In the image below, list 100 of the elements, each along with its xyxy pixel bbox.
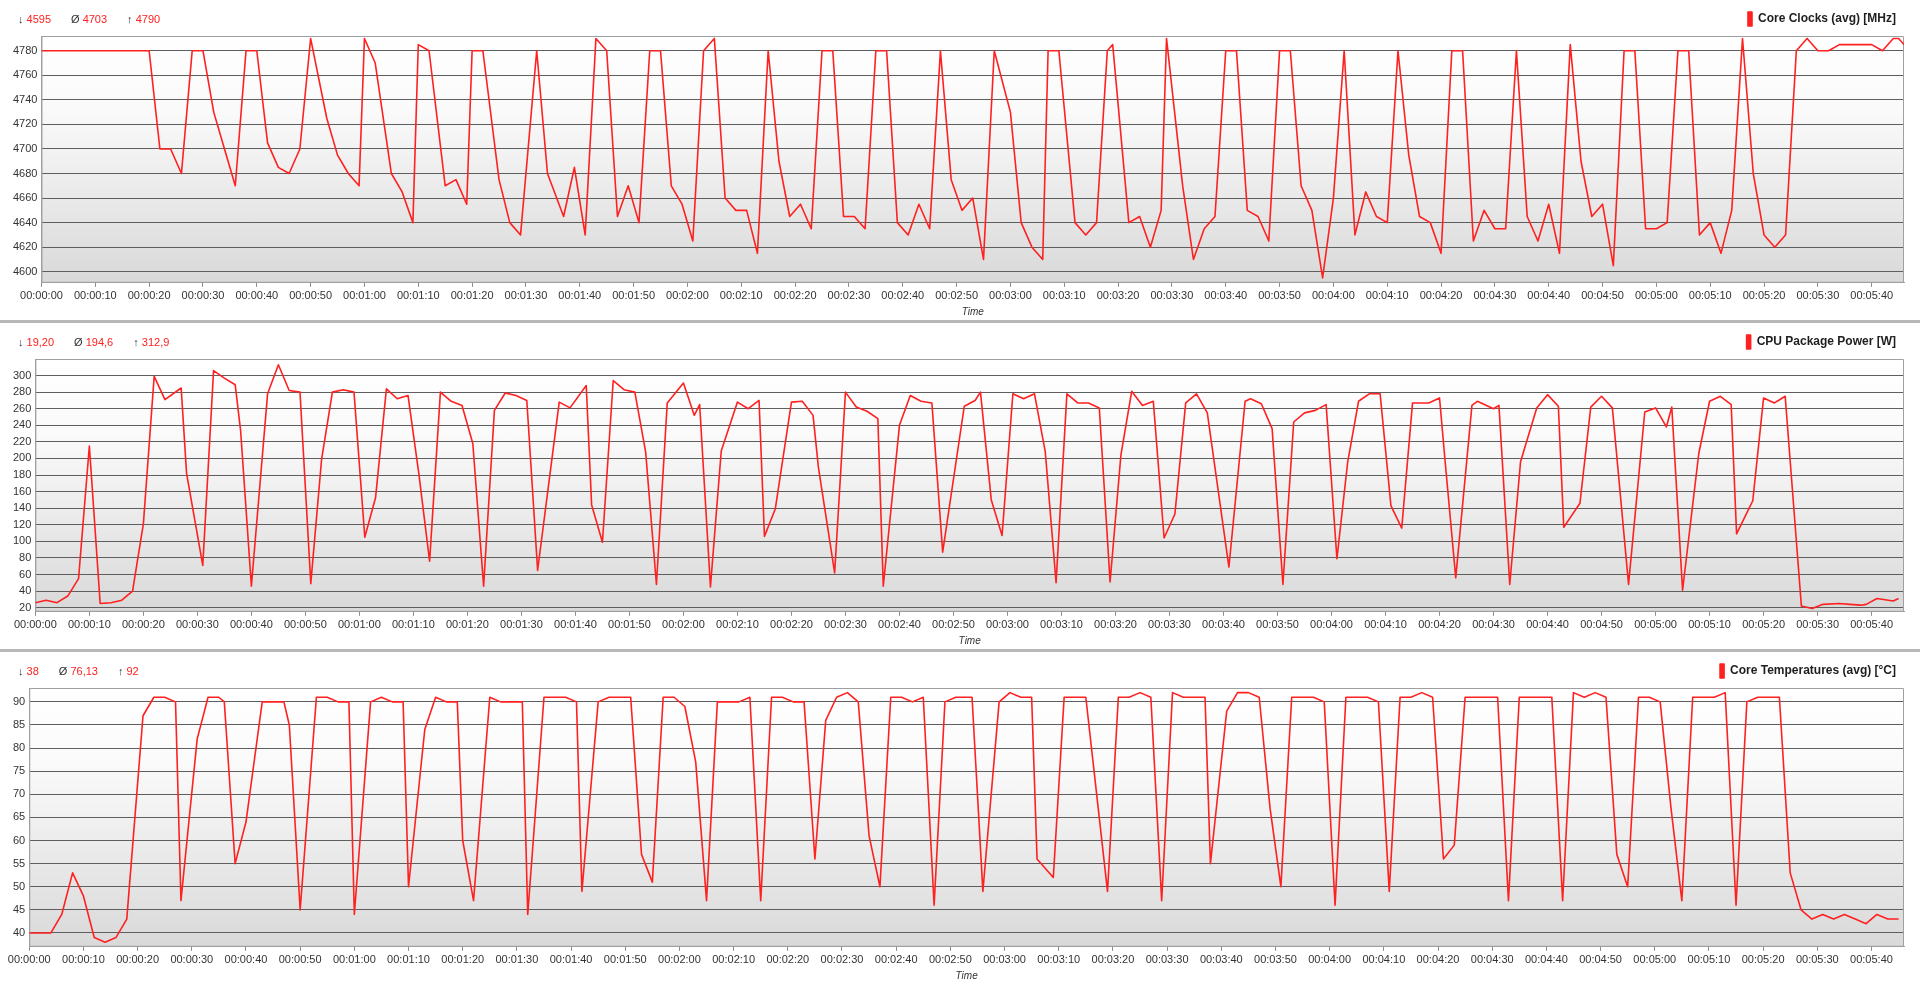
y-tick-label: 4600 xyxy=(12,264,38,277)
y-tick-label: 280 xyxy=(12,385,32,398)
x-tick-label: 00:02:20 xyxy=(766,953,810,966)
text: Ø 194,6 xyxy=(74,336,114,349)
x-tick-label: 00:02:40 xyxy=(874,953,918,966)
y-tick-label: 4680 xyxy=(12,166,38,179)
y-tick-label: 4740 xyxy=(12,92,38,105)
x-tick-label: 00:03:10 xyxy=(1040,618,1083,631)
x-tick-label: 00:05:20 xyxy=(1742,618,1785,631)
x-tick-label: 00:00:50 xyxy=(278,953,322,966)
x-tick-label: 00:00:10 xyxy=(67,618,111,631)
x-tick-label: 00:05:40 xyxy=(1850,618,1894,631)
x-tick-label: 00:05:00 xyxy=(1634,289,1678,302)
y-tick-label: 220 xyxy=(12,434,32,447)
x-tick-label: 00:00:20 xyxy=(121,618,165,631)
x-tick-label: 00:02:50 xyxy=(928,953,972,966)
y-tick-label: 140 xyxy=(12,501,32,514)
x-tick-label: 00:04:00 xyxy=(1310,618,1353,631)
y-tick-label: 4780 xyxy=(12,43,38,56)
x-tick-label: 00:04:40 xyxy=(1527,289,1571,302)
y-tick-label: 4660 xyxy=(12,191,38,204)
y-tick-label: 90 xyxy=(12,694,26,707)
x-tick-label: 00:05:10 xyxy=(1688,618,1731,631)
x-tick-label: 00:05:20 xyxy=(1742,289,1786,302)
x-tick-label: 00:03:20 xyxy=(1094,618,1137,631)
x-tick-label: 00:02:10 xyxy=(719,289,763,302)
y-tick-label: 4760 xyxy=(12,68,38,81)
y-tick-label: 100 xyxy=(12,534,32,547)
x-tick-label: 00:02:00 xyxy=(662,618,705,631)
x-tick-label: 00:02:20 xyxy=(770,618,813,631)
x-tick-label: 00:03:00 xyxy=(983,953,1026,966)
legend-label: Core Temperatures (avg) [°C] xyxy=(1730,663,1897,678)
x-tick-label: 00:01:10 xyxy=(391,618,435,631)
x-tick-label: 00:00:30 xyxy=(181,289,225,302)
x-tick-label: 00:05:30 xyxy=(1796,618,1839,631)
y-tick-label: 70 xyxy=(12,787,26,800)
x-axis-title: Time xyxy=(958,634,982,646)
x-tick-label: 00:03:50 xyxy=(1254,953,1297,966)
y-tick-label: 40 xyxy=(12,925,26,938)
legend-label: Core Clocks (avg) [MHz] xyxy=(1757,11,1897,26)
x-tick-label: 00:03:40 xyxy=(1202,618,1245,631)
x-tick-label: 00:00:00 xyxy=(7,953,51,966)
x-tick-label: 00:04:20 xyxy=(1419,289,1463,302)
x-tick-label: 00:01:20 xyxy=(450,289,494,302)
text: Ø 76,13 xyxy=(58,665,98,678)
y-tick-label: 160 xyxy=(12,484,32,497)
x-tick-label: 00:02:30 xyxy=(820,953,864,966)
x-tick-label: 00:04:30 xyxy=(1473,289,1517,302)
x-tick-label: 00:04:30 xyxy=(1470,953,1514,966)
y-tick-label: 4720 xyxy=(12,117,38,130)
y-tick-label: 40 xyxy=(19,584,32,597)
x-tick-label: 00:01:10 xyxy=(396,289,440,302)
x-tick-label: 00:01:30 xyxy=(500,618,543,631)
x-tick-label: 00:01:00 xyxy=(332,953,376,966)
x-tick-label: 00:05:40 xyxy=(1850,953,1893,966)
x-tick-label: 00:01:30 xyxy=(504,289,548,302)
x-axis-title: Time xyxy=(961,305,985,317)
x-tick-label: 00:02:40 xyxy=(878,618,921,631)
x-tick-label: 00:04:30 xyxy=(1472,618,1515,631)
x-tick-label: 00:03:30 xyxy=(1150,289,1194,302)
x-tick-label: 00:04:50 xyxy=(1579,953,1622,966)
x-tick-label: 00:04:00 xyxy=(1308,953,1352,966)
legend-label: CPU Package Power [W] xyxy=(1756,334,1896,349)
x-tick-label: 00:02:10 xyxy=(712,953,756,966)
x-tick-label: 00:03:30 xyxy=(1148,618,1191,631)
x-tick-label: 00:01:20 xyxy=(446,618,489,631)
x-tick-label: 00:00:10 xyxy=(62,953,105,966)
x-tick-label: 00:05:00 xyxy=(1634,618,1677,631)
x-tick-label: 00:00:20 xyxy=(127,289,171,302)
x-tick-label: 00:03:20 xyxy=(1096,289,1140,302)
y-tick-label: 50 xyxy=(12,879,26,892)
x-tick-label: 00:00:10 xyxy=(73,289,117,302)
x-tick-label: 00:03:50 xyxy=(1256,618,1299,631)
x-tick-label: 00:00:30 xyxy=(170,953,214,966)
y-tick-label: 45 xyxy=(12,902,26,915)
x-tick-label: 00:04:20 xyxy=(1416,953,1460,966)
x-tick-label: 00:01:00 xyxy=(337,618,381,631)
y-tick-label: 60 xyxy=(19,567,32,580)
x-tick-label: 00:05:20 xyxy=(1741,953,1785,966)
x-tick-label: 00:03:20 xyxy=(1091,953,1135,966)
x-tick-label: 00:04:50 xyxy=(1580,618,1623,631)
x-tick-label: 00:03:50 xyxy=(1258,289,1301,302)
x-tick-label: 00:05:10 xyxy=(1688,289,1732,302)
x-tick-label: 00:03:40 xyxy=(1204,289,1248,302)
x-tick-label: 00:00:40 xyxy=(229,618,273,631)
x-tick-label: 00:03:10 xyxy=(1042,289,1086,302)
x-tick-label: 00:02:50 xyxy=(932,618,975,631)
x-tick-label: 00:03:00 xyxy=(989,289,1032,302)
x-tick-label: 00:04:50 xyxy=(1581,289,1624,302)
x-tick-label: 00:04:40 xyxy=(1524,953,1568,966)
y-tick-label: 80 xyxy=(19,550,32,563)
x-tick-label: 00:02:00 xyxy=(666,289,709,302)
x-tick-label: 00:02:50 xyxy=(935,289,978,302)
x-tick-label: 00:01:40 xyxy=(549,953,593,966)
x-tick-label: 00:05:10 xyxy=(1687,953,1731,966)
y-tick-label: 180 xyxy=(12,468,32,481)
x-tick-label: 00:02:10 xyxy=(716,618,759,631)
x-tick-label: 00:01:00 xyxy=(343,289,386,302)
x-tick-label: 00:05:30 xyxy=(1795,953,1839,966)
x-tick-label: 00:00:50 xyxy=(283,618,327,631)
